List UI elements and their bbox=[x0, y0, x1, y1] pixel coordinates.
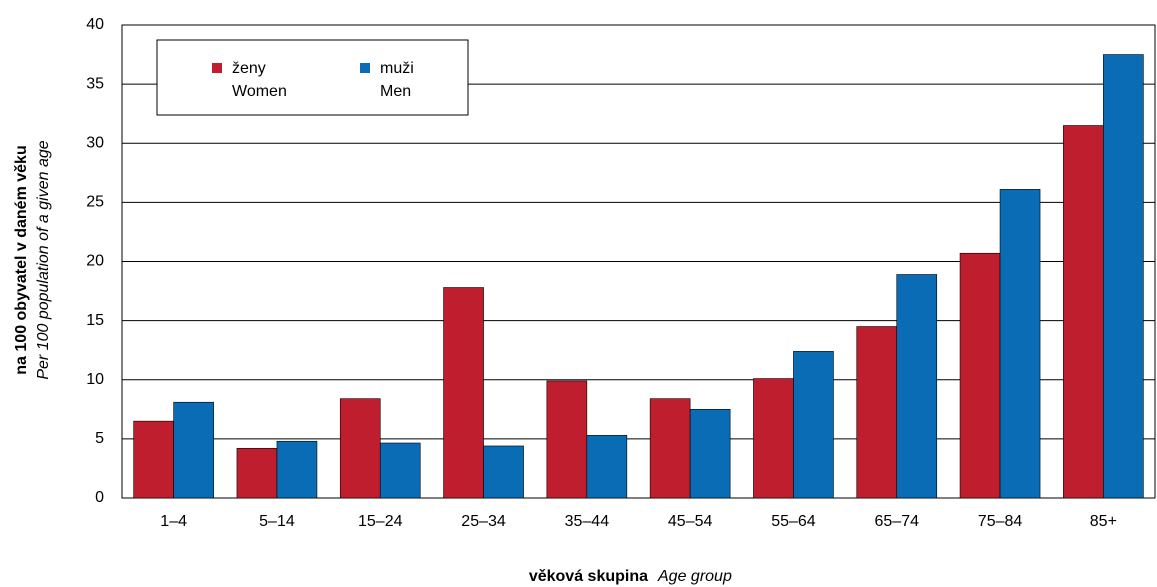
x-tick-label: 55–64 bbox=[771, 513, 816, 530]
y-tick-label: 35 bbox=[86, 75, 104, 92]
x-tick-label: 85+ bbox=[1090, 513, 1117, 530]
bar bbox=[586, 435, 628, 499]
y-tick-label: 25 bbox=[86, 194, 104, 211]
y-tick-label: 30 bbox=[86, 134, 104, 151]
x-tick-label: 1–4 bbox=[160, 513, 187, 530]
bar bbox=[1103, 54, 1144, 499]
legend-label: muži bbox=[380, 60, 414, 77]
bar bbox=[483, 445, 524, 499]
x-tick-label: 25–34 bbox=[461, 513, 506, 530]
bar bbox=[173, 401, 214, 499]
legend-label-en: Women bbox=[232, 83, 287, 100]
x-tick-label: 35–44 bbox=[565, 513, 610, 530]
plot-border bbox=[121, 24, 1156, 499]
y-tick-label: 15 bbox=[86, 312, 104, 329]
y-title-en: Per 100 population of a given age bbox=[35, 140, 52, 379]
y-axis-title: na 100 obyvatel v daném věku Per 100 pop… bbox=[13, 140, 52, 379]
bar bbox=[689, 409, 731, 499]
bar bbox=[999, 189, 1041, 499]
y-tick-label: 40 bbox=[86, 16, 104, 33]
bar bbox=[443, 287, 484, 499]
y-tick-label: 5 bbox=[95, 430, 104, 447]
x-tick-label: 15–24 bbox=[358, 513, 403, 530]
bar bbox=[959, 252, 1001, 499]
y-tick-label: 10 bbox=[86, 371, 104, 388]
y-tick-label: 0 bbox=[95, 489, 104, 506]
x-tick-label: 65–74 bbox=[875, 513, 920, 530]
y-title: na 100 obyvatel v daném věku bbox=[13, 145, 30, 374]
bar bbox=[896, 274, 938, 499]
legend-box bbox=[156, 39, 469, 116]
bar bbox=[133, 420, 174, 499]
legend-label-en: Men bbox=[380, 83, 411, 100]
legend-label: ženy bbox=[232, 60, 266, 77]
y-tick-label: 20 bbox=[86, 253, 104, 270]
bar bbox=[276, 440, 318, 499]
bar bbox=[339, 398, 381, 499]
bar bbox=[649, 398, 691, 499]
bar bbox=[793, 351, 834, 499]
x-tick-label: 75–84 bbox=[978, 513, 1023, 530]
x-tick-label: 5–14 bbox=[259, 513, 295, 530]
bar bbox=[379, 442, 421, 499]
bar bbox=[753, 378, 794, 499]
legend-swatch bbox=[212, 63, 222, 73]
x-title: věková skupina bbox=[529, 568, 648, 585]
bar bbox=[546, 380, 588, 499]
x-tick-label: 45–54 bbox=[668, 513, 713, 530]
x-title-en: Age group bbox=[657, 568, 732, 585]
bar bbox=[856, 326, 898, 499]
bar bbox=[236, 448, 278, 499]
legend-swatch bbox=[360, 63, 370, 73]
bar bbox=[1063, 125, 1104, 499]
